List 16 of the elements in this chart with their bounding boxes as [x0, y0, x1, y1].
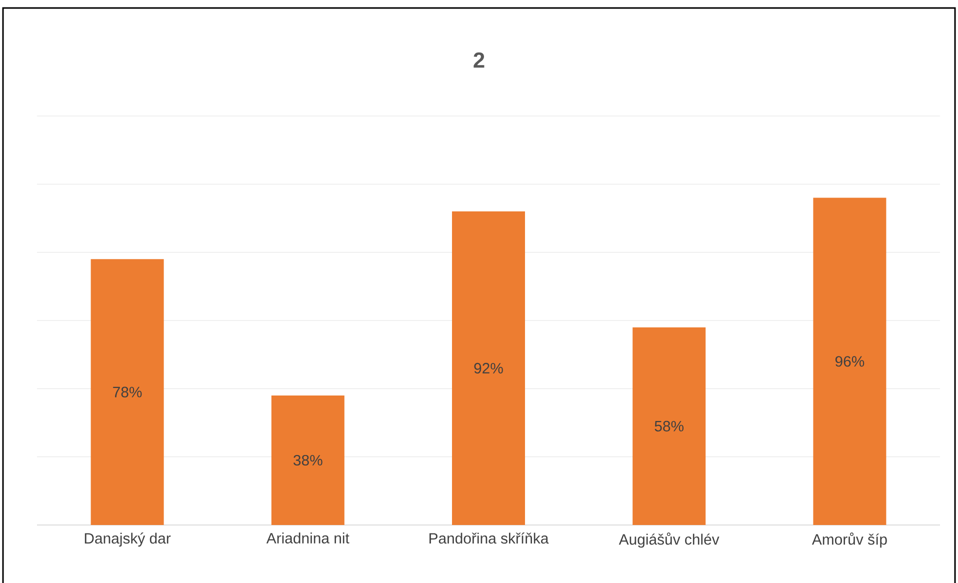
data-label: 78% [113, 386, 142, 398]
bar [271, 395, 344, 525]
data-label: 38% [294, 454, 322, 466]
x-tick-label: Amorův šíp [812, 532, 887, 548]
x-tick-label: Pandořina skříňka [429, 532, 549, 544]
bar [813, 198, 886, 525]
data-label: 96% [835, 356, 864, 367]
bar [452, 211, 526, 525]
x-tick-label: Ariadnina nit [266, 532, 350, 544]
bar [632, 327, 706, 525]
x-tick-label: Danajský dar [84, 532, 171, 547]
data-label: 58% [654, 420, 684, 432]
x-tick-label: Augiášův chlév [618, 532, 720, 548]
data-label: 92% [474, 362, 503, 374]
chart-title: 2 [474, 52, 484, 68]
bar [90, 259, 164, 525]
